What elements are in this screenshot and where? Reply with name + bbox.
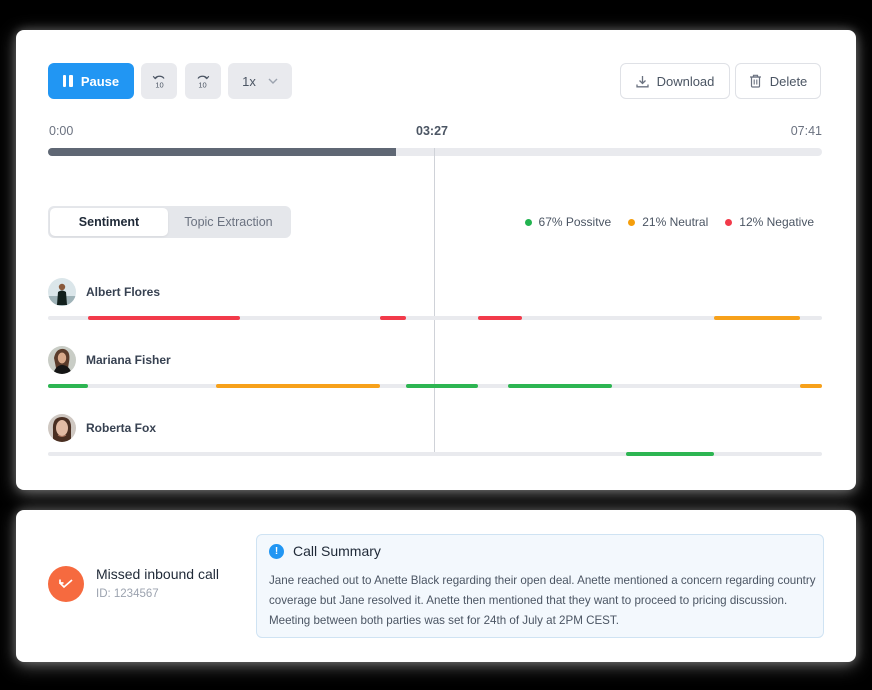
sentiment-segment-negative[interactable] [478,316,522,320]
legend-negative: 12% Negative [725,215,814,229]
call-status-title: Missed inbound call [96,566,219,582]
summary-title: Call Summary [293,543,381,559]
negative-dot-icon [725,218,733,226]
tab-topic-extraction[interactable]: Topic Extraction [184,215,273,229]
speaker-row-roberta-fox: Roberta Fox [48,414,822,464]
sentiment-segment-neutral[interactable] [713,316,801,320]
speaker-name: Mariana Fisher [86,353,171,367]
time-start: 0:00 [49,124,74,138]
legend-neutral: 21% Neutral [628,215,708,229]
playback-speed-select[interactable]: 1x [228,63,292,99]
sentiment-segment-negative[interactable] [380,316,407,320]
rewind-10-button[interactable]: 10 [141,63,177,99]
tab-sentiment[interactable]: Sentiment [50,208,168,236]
speaker-row-mariana-fisher: Mariana Fisher [48,346,822,396]
pause-label: Pause [80,73,120,89]
avatar-mariana-fisher [48,346,76,374]
time-current: 03:27 [416,124,448,138]
sentiment-segment-positive[interactable] [48,384,89,388]
download-label: Download [656,73,715,89]
chevron-down-icon [268,78,278,84]
view-tabs: Sentiment Topic Extraction [48,206,291,238]
download-button[interactable]: Download [620,63,730,99]
sentiment-track[interactable] [48,384,822,388]
forward-10-button[interactable]: 10 [185,63,221,99]
svg-text:10: 10 [198,81,206,90]
playback-progress-bar[interactable] [48,148,822,156]
call-summary-card: Missed inbound call ID: 1234567 ! Call S… [16,510,856,662]
sentiment-segment-positive[interactable] [507,384,613,388]
playhead-line[interactable] [434,148,435,456]
sentiment-track[interactable] [48,316,822,320]
info-icon: ! [269,544,284,559]
progress-fill [48,148,396,156]
avatar-albert-flores [48,278,76,306]
speaker-name: Roberta Fox [86,421,157,435]
trash-icon [749,74,761,88]
call-player-card: Pause 10 10 1x Download [16,30,856,490]
neutral-dot-icon [628,218,636,226]
delete-label: Delete [769,73,808,89]
call-summary-box: ! Call Summary Jane reached out to Anett… [256,534,824,638]
delete-button[interactable]: Delete [735,63,821,99]
speed-value: 1x [242,73,256,89]
legend-positive: 67% Possitve [524,215,611,229]
sentiment-segment-negative[interactable] [88,316,240,320]
forward-10-icon: 10 [197,75,210,90]
sentiment-segment-neutral[interactable] [215,384,381,388]
call-id: ID: 1234567 [96,588,159,600]
sentiment-segment-positive[interactable] [406,384,479,388]
time-end: 07:41 [790,124,822,138]
pause-icon [62,75,73,87]
missed-call-icon [48,566,84,602]
sentiment-segment-positive[interactable] [626,452,714,456]
avatar-roberta-fox [48,414,76,442]
rewind-10-icon: 10 [152,75,165,90]
positive-dot-icon [524,218,532,226]
svg-text:10: 10 [155,81,163,90]
sentiment-legend: 67% Possitve 21% Neutral 12% Negative [524,215,814,229]
pause-button[interactable]: Pause [48,63,134,99]
sentiment-segment-neutral[interactable] [800,384,822,388]
summary-text: Jane reached out to Anette Black regardi… [269,574,816,627]
speaker-row-albert-flores: Albert Flores [48,278,822,328]
download-icon [635,75,649,87]
speaker-name: Albert Flores [86,285,161,299]
sentiment-track[interactable] [48,452,822,456]
